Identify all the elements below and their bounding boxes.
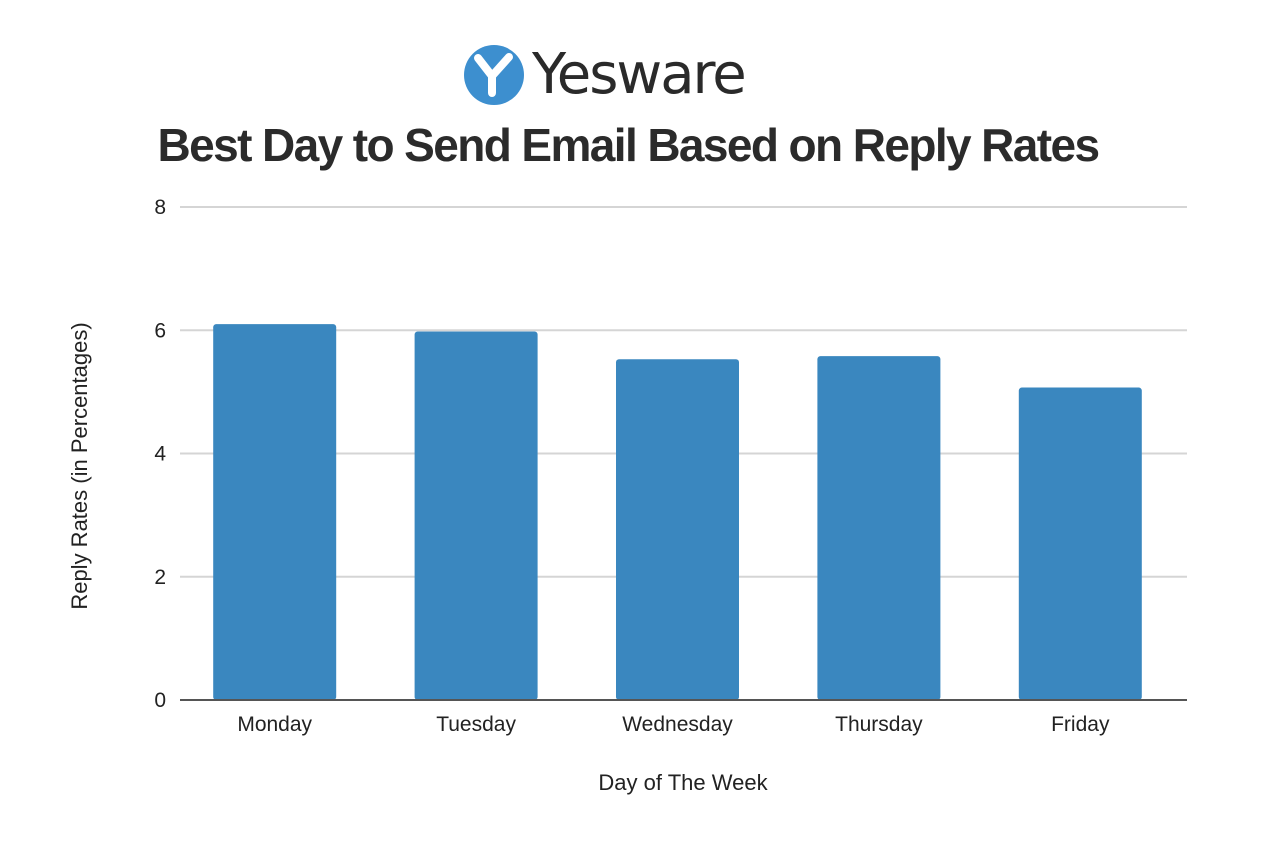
- bars: [213, 324, 1142, 700]
- y-tick-label: 8: [154, 196, 166, 219]
- y-tick-label: 4: [154, 443, 166, 466]
- yesware-y-logo-icon: [464, 45, 524, 105]
- brand-name: Yesware: [532, 42, 747, 107]
- bar-tuesday: [414, 331, 538, 700]
- x-tick-labels: Monday Tuesday Wednesday Thursday Friday: [237, 713, 1110, 736]
- y-tick-label: 0: [154, 689, 166, 712]
- bar-thursday: [817, 356, 941, 700]
- y-tick-label: 6: [154, 319, 166, 342]
- y-tick-label: 2: [154, 566, 166, 589]
- x-tick-label: Wednesday: [622, 713, 733, 736]
- brand-logo: Yesware: [462, 40, 747, 110]
- bar-friday: [1018, 387, 1142, 700]
- y-tick-labels: 0 2 4 6 8: [154, 196, 166, 712]
- x-tick-label: Thursday: [835, 713, 923, 736]
- y-axis-title: Reply Rates (in Percentages): [67, 322, 92, 609]
- bar-monday: [213, 324, 337, 700]
- x-axis-title: Day of The Week: [598, 770, 768, 795]
- bar-wednesday: [616, 359, 739, 700]
- chart-title: Best Day to Send Email Based on Reply Ra…: [157, 119, 1101, 171]
- x-tick-label: Monday: [237, 713, 312, 736]
- x-tick-label: Tuesday: [436, 713, 516, 736]
- x-tick-label: Friday: [1051, 713, 1110, 736]
